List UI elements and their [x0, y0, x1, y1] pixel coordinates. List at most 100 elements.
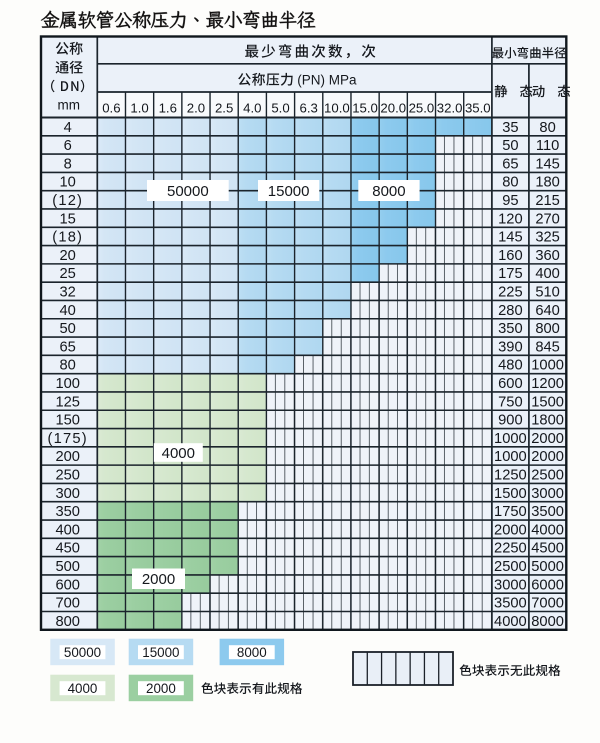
svg-text:(18): (18): [52, 230, 83, 246]
svg-text:800: 800: [535, 321, 560, 337]
svg-text:15.0: 15.0: [352, 101, 378, 116]
svg-text:6: 6: [64, 138, 72, 154]
svg-text:800: 800: [55, 614, 80, 630]
svg-text:500: 500: [55, 559, 80, 575]
svg-text:3000: 3000: [494, 577, 527, 593]
svg-text:8000: 8000: [531, 614, 564, 630]
svg-text:15000: 15000: [142, 645, 179, 660]
svg-text:600: 600: [55, 577, 80, 593]
svg-text:32.0: 32.0: [437, 101, 463, 116]
svg-text:65: 65: [60, 339, 76, 355]
svg-text:20: 20: [60, 248, 76, 264]
svg-text:4: 4: [64, 120, 72, 136]
svg-text:5000: 5000: [531, 559, 564, 575]
svg-text:2500: 2500: [494, 559, 527, 575]
svg-text:50000: 50000: [167, 183, 209, 200]
svg-text:6000: 6000: [531, 577, 564, 593]
svg-text:125: 125: [55, 394, 80, 410]
svg-text:8000: 8000: [372, 183, 405, 200]
svg-text:1.0: 1.0: [130, 101, 148, 116]
svg-text:2.0: 2.0: [187, 101, 205, 116]
svg-text:7000: 7000: [531, 596, 564, 612]
svg-text:80: 80: [60, 358, 76, 374]
svg-text:300: 300: [55, 486, 80, 502]
svg-text:750: 750: [498, 394, 523, 410]
svg-text:4.0: 4.0: [243, 101, 261, 116]
svg-text:(12): (12): [52, 193, 83, 209]
svg-text:40: 40: [60, 303, 76, 319]
svg-text:145: 145: [535, 156, 560, 172]
svg-text:80: 80: [539, 120, 555, 136]
svg-text:175: 175: [498, 266, 523, 282]
svg-text:510: 510: [535, 285, 560, 301]
svg-text:10.0: 10.0: [324, 101, 350, 116]
svg-text:325: 325: [535, 230, 560, 246]
svg-text:2000: 2000: [531, 431, 564, 447]
svg-text:1250: 1250: [494, 467, 527, 483]
svg-text:390: 390: [498, 339, 523, 355]
svg-text:200: 200: [55, 449, 80, 465]
svg-text:1.6: 1.6: [159, 101, 177, 116]
svg-text:150: 150: [55, 413, 80, 429]
svg-text:(175): (175): [48, 431, 88, 447]
svg-text:95: 95: [502, 193, 518, 209]
svg-text:2000: 2000: [494, 522, 527, 538]
svg-text:845: 845: [535, 339, 560, 355]
svg-text:120: 120: [498, 211, 523, 227]
svg-text:50000: 50000: [64, 645, 101, 660]
svg-text:280: 280: [498, 303, 523, 319]
svg-text:225: 225: [498, 285, 523, 301]
svg-text:480: 480: [498, 358, 523, 374]
svg-text:(PN) MPa: (PN) MPa: [297, 73, 357, 88]
svg-text:100: 100: [55, 376, 80, 392]
svg-text:2.5: 2.5: [215, 101, 233, 116]
svg-text:4500: 4500: [531, 541, 564, 557]
svg-text:250: 250: [55, 467, 80, 483]
svg-text:mm: mm: [58, 98, 81, 113]
svg-text:3000: 3000: [531, 486, 564, 502]
svg-text:2250: 2250: [494, 541, 527, 557]
svg-text:360: 360: [535, 248, 560, 264]
svg-text:400: 400: [535, 266, 560, 282]
svg-text:8: 8: [64, 156, 72, 172]
svg-text:1000: 1000: [531, 358, 564, 374]
svg-text:145: 145: [498, 230, 523, 246]
svg-text:6.3: 6.3: [300, 101, 318, 116]
svg-text:350: 350: [498, 321, 523, 337]
svg-text:25.0: 25.0: [409, 101, 435, 116]
svg-text:1000: 1000: [494, 431, 527, 447]
svg-text:1500: 1500: [494, 486, 527, 502]
svg-text:15: 15: [60, 211, 76, 227]
svg-text:0.6: 0.6: [102, 101, 120, 116]
svg-text:400: 400: [55, 522, 80, 538]
svg-text:35: 35: [502, 120, 518, 136]
svg-text:1200: 1200: [531, 376, 564, 392]
svg-text:50: 50: [60, 321, 76, 337]
svg-text:3500: 3500: [494, 596, 527, 612]
svg-text:8000: 8000: [237, 645, 267, 660]
svg-text:65: 65: [502, 156, 518, 172]
svg-text:25: 25: [60, 266, 76, 282]
svg-text:1750: 1750: [494, 504, 527, 520]
svg-text:3500: 3500: [531, 504, 564, 520]
svg-text:1800: 1800: [531, 413, 564, 429]
svg-text:180: 180: [535, 175, 560, 191]
svg-text:2500: 2500: [531, 467, 564, 483]
svg-text:640: 640: [535, 303, 560, 319]
svg-text:2000: 2000: [531, 449, 564, 465]
svg-text:4000: 4000: [531, 522, 564, 538]
svg-text:215: 215: [535, 193, 560, 209]
svg-text:35.0: 35.0: [465, 101, 491, 116]
svg-text:160: 160: [498, 248, 523, 264]
svg-text:900: 900: [498, 413, 523, 429]
svg-text:350: 350: [55, 504, 80, 520]
svg-text:4000: 4000: [494, 614, 527, 630]
svg-text:270: 270: [535, 211, 560, 227]
svg-text:15000: 15000: [268, 183, 310, 200]
svg-text:450: 450: [55, 541, 80, 557]
svg-text:1500: 1500: [531, 394, 564, 410]
svg-text:700: 700: [55, 596, 80, 612]
svg-text:32: 32: [60, 285, 76, 301]
svg-text:20.0: 20.0: [380, 101, 406, 116]
svg-text:5.0: 5.0: [271, 101, 289, 116]
